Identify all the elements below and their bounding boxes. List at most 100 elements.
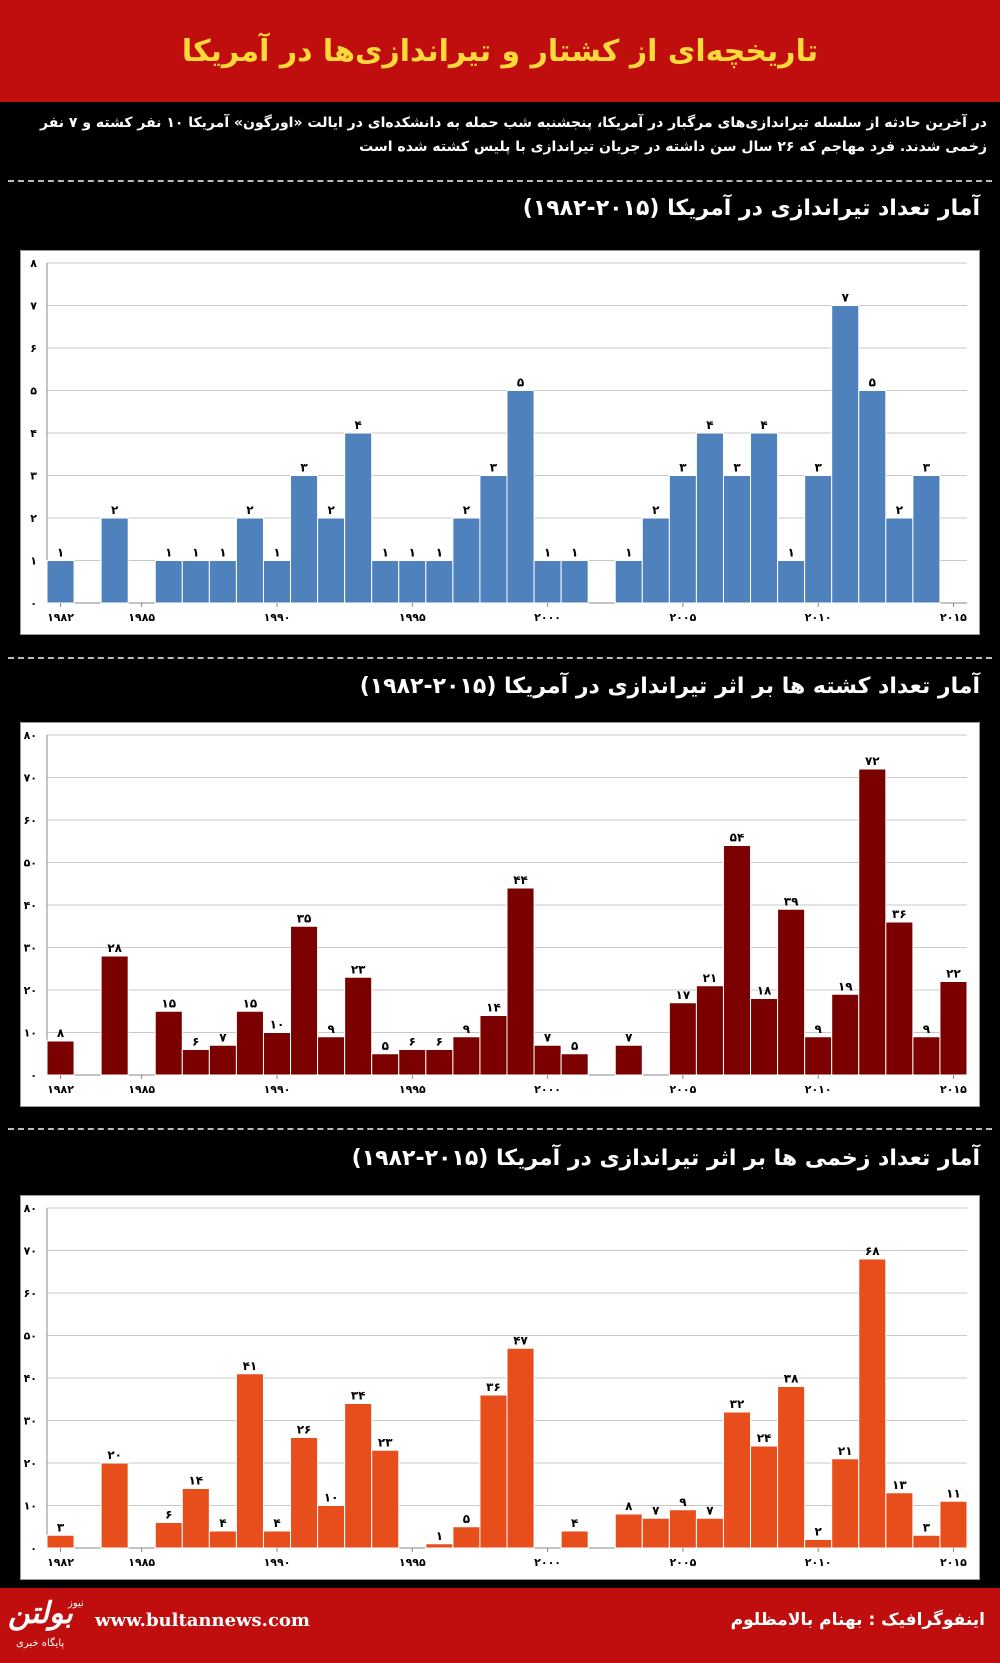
bar bbox=[235, 517, 264, 604]
x-tick-label: ۲۰۱۰ bbox=[805, 611, 832, 624]
bar bbox=[371, 1449, 400, 1549]
bar-value-label: ۲ bbox=[896, 503, 904, 517]
bar-value-label: ۹ bbox=[463, 1022, 471, 1036]
bar bbox=[208, 1530, 237, 1549]
bar-value-label: ۵ bbox=[517, 376, 524, 390]
bar bbox=[777, 908, 806, 1076]
site-url[interactable]: www.bultannews.com bbox=[95, 1610, 310, 1631]
bar-value-label: ۱۰ bbox=[324, 1491, 339, 1505]
bar-value-label: ۱ bbox=[625, 546, 632, 560]
y-tick-label: ۷ bbox=[30, 300, 37, 313]
bar-value-label: ۱۳ bbox=[892, 1478, 907, 1492]
bar-value-label: ۱ bbox=[273, 546, 280, 560]
bar-value-label: ۱۴ bbox=[188, 1474, 203, 1488]
x-tick-label: ۱۹۸۲ bbox=[47, 1083, 74, 1096]
bar bbox=[750, 1445, 779, 1549]
divider bbox=[8, 180, 992, 182]
y-tick-label: ۸۰ bbox=[24, 729, 37, 742]
bar bbox=[262, 1032, 292, 1076]
bar bbox=[695, 432, 724, 604]
bar-value-label: ۹ bbox=[679, 1495, 687, 1509]
bar-value-label: ۳ bbox=[923, 1520, 931, 1534]
bar bbox=[208, 560, 237, 604]
bar-value-label: ۴۴ bbox=[513, 873, 528, 887]
bar bbox=[722, 845, 752, 1076]
bar bbox=[290, 925, 319, 1076]
bar bbox=[750, 432, 779, 604]
bar-value-label: ۸ bbox=[57, 1026, 65, 1040]
bar-value-label: ۳۴ bbox=[351, 1389, 366, 1403]
y-tick-label: ۸ bbox=[30, 257, 37, 270]
bar bbox=[479, 475, 508, 604]
bar-value-label: ۵۴ bbox=[730, 831, 745, 845]
bar-value-label: ۴ bbox=[760, 418, 767, 432]
bar bbox=[668, 475, 697, 604]
y-tick-label: ۴۰ bbox=[24, 1372, 37, 1385]
bar-value-label: ۴۱ bbox=[243, 1359, 258, 1373]
bar-value-label: ۱ bbox=[787, 546, 794, 560]
bar bbox=[804, 1036, 833, 1076]
x-tick-label: ۲۰۱۵ bbox=[940, 1556, 967, 1569]
bar bbox=[939, 981, 968, 1076]
bar-value-label: ۱ bbox=[192, 546, 199, 560]
bar-value-label: ۲۶ bbox=[297, 1423, 312, 1437]
y-tick-label: ۳۰ bbox=[24, 942, 37, 955]
bar bbox=[641, 1517, 670, 1549]
bar-value-label: ۶ bbox=[436, 1035, 443, 1049]
chart-panel-wounded: ۰ ۱۰ ۲۰ ۳۰ ۴۰ ۵۰ ۶۰ ۷۰ ۸۰ ۳ ۲۰ ۶ ۱۴ ۴ ۴۱ ۴ ۲۶ ۱۰ ۳۴ ۲۳ ۱ ۵ ۳۶ ۴… bbox=[20, 1195, 980, 1580]
bar bbox=[290, 475, 319, 604]
bar-value-label: ۷۲ bbox=[865, 754, 880, 768]
chart-panel-shootings: ۰ ۱ ۲ ۳ ۴ ۵ ۶ ۷ ۸ ۱ ۲ ۱ ۱ ۱ ۲ ۱ ۳ ۲ ۴ ۱ ۱ ۱ ۲ ۳ ۵ ۱ ۱ ۱ ۲ ۳ ۴ ۳ ۴ ۱ ۳ ۷ ۵ ۲ ۳ ۱… bbox=[20, 250, 980, 635]
y-tick-label: ۵ bbox=[30, 385, 37, 398]
x-tick-label: ۱۹۹۵ bbox=[399, 1083, 426, 1096]
bar-value-label: ۹ bbox=[923, 1022, 931, 1036]
y-tick-label: ۲ bbox=[30, 512, 37, 525]
bar bbox=[262, 1530, 292, 1549]
x-tick-label: ۲۰۰۰ bbox=[534, 611, 561, 624]
bar-value-label: ۱ bbox=[409, 546, 416, 560]
bar-value-label: ۵ bbox=[382, 1039, 389, 1053]
x-tick-label: ۲۰۱۰ bbox=[805, 1083, 832, 1096]
bar bbox=[939, 1500, 968, 1549]
bar bbox=[506, 390, 535, 604]
y-tick-label: ۱۰ bbox=[24, 1500, 37, 1513]
bar-value-label: ۱۹ bbox=[838, 979, 853, 993]
bar-value-label: ۳۶ bbox=[486, 1380, 501, 1394]
bar bbox=[398, 1049, 427, 1076]
bar-value-label: ۲ bbox=[327, 503, 335, 517]
bar-value-label: ۴ bbox=[355, 418, 362, 432]
bar bbox=[533, 560, 562, 604]
x-tick-label: ۲۰۰۰ bbox=[534, 1083, 561, 1096]
bar-value-label: ۱ bbox=[165, 546, 172, 560]
divider bbox=[8, 1128, 992, 1130]
bar-value-label: ۲۳ bbox=[351, 962, 366, 976]
bar bbox=[317, 1036, 346, 1076]
bar-value-label: ۳۵ bbox=[297, 911, 312, 925]
bar-value-label: ۱ bbox=[382, 546, 389, 560]
y-tick-label: ۴۰ bbox=[24, 899, 37, 912]
bar bbox=[235, 1010, 264, 1076]
bar-value-label: ۸ bbox=[625, 1499, 633, 1513]
bar bbox=[560, 560, 589, 604]
chart-shootings: ۰ ۱ ۲ ۳ ۴ ۵ ۶ ۷ ۸ ۱ ۲ ۱ ۱ ۱ ۲ ۱ ۳ ۲ ۴ ۱ ۱ ۱ ۲ ۳ ۵ ۱ ۱ ۱ ۲ ۳ ۴ ۳ ۴ ۱ ۳ ۷ ۵ ۲ ۳ ۱… bbox=[30, 257, 967, 624]
bar bbox=[912, 475, 941, 604]
bar bbox=[885, 517, 914, 604]
x-tick-label: ۱۹۸۵ bbox=[128, 611, 155, 624]
bultan-logo: بولتن نیوز پایگاه خبری bbox=[8, 1596, 84, 1649]
bar bbox=[100, 955, 129, 1076]
footer: بولتن نیوز پایگاه خبری www.bultannews.co… bbox=[0, 1588, 1000, 1663]
bar bbox=[425, 1049, 454, 1076]
bar bbox=[479, 1394, 508, 1549]
bar-value-label: ۱۰ bbox=[270, 1018, 285, 1032]
bar bbox=[831, 305, 860, 604]
bar bbox=[181, 1488, 210, 1549]
bar bbox=[722, 1411, 752, 1549]
bar bbox=[262, 560, 292, 604]
bar-value-label: ۲ bbox=[652, 503, 660, 517]
bar-value-label: ۷ bbox=[842, 291, 850, 305]
bar-value-label: ۱ bbox=[436, 1529, 443, 1543]
bar bbox=[290, 1437, 319, 1549]
bar-value-label: ۷ bbox=[544, 1030, 552, 1044]
bar-value-label: ۳۲ bbox=[730, 1397, 745, 1411]
bar-value-label: ۳ bbox=[923, 461, 931, 475]
